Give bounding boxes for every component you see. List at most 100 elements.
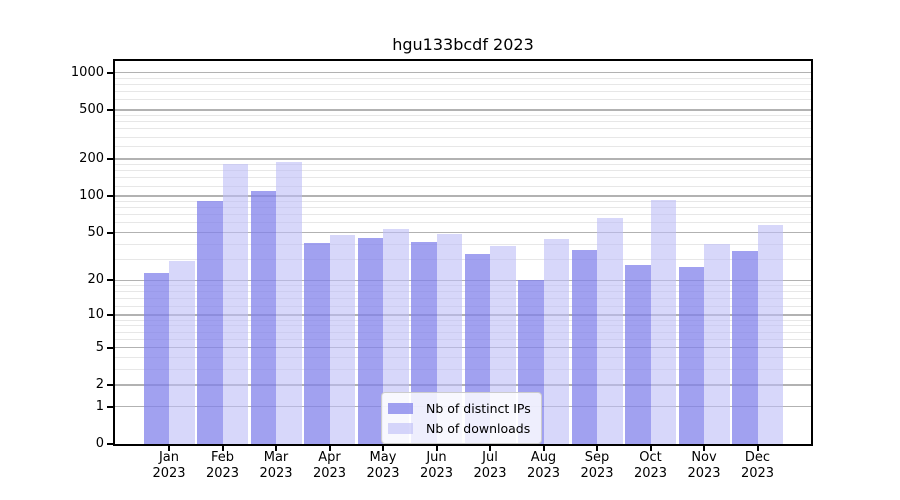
legend-label-downloads: Nb of downloads [426, 420, 531, 436]
gridline-minor [115, 163, 811, 165]
gridline-minor [115, 114, 811, 116]
x-tick-year: 2023 [152, 466, 186, 481]
gridline-minor [115, 331, 811, 333]
gridline-major [115, 231, 811, 234]
y-tick-label: 1000 [70, 64, 104, 80]
x-tick-mark [649, 446, 652, 451]
x-tick-label: Sep 2023 [565, 450, 629, 482]
gridline-minor [115, 146, 811, 148]
y-tick-mark [107, 383, 113, 386]
legend-item-downloads: Nb of downloads [388, 418, 531, 438]
y-tick-label: 5 [95, 339, 104, 355]
gridline-minor [115, 305, 811, 307]
x-tick-year: 2023 [740, 466, 775, 481]
x-tick-label: Jul 2023 [458, 450, 522, 482]
x-tick-year: 2023 [366, 466, 400, 481]
x-tick-year: 2023 [687, 466, 721, 481]
gridline-minor [115, 177, 811, 179]
legend-item-distinct-ips: Nb of distinct IPs [388, 398, 531, 418]
bar-distinct-ips-feb [197, 200, 223, 444]
x-tick-year: 2023 [633, 466, 668, 481]
gridline-minor [115, 99, 811, 101]
bar-distinct-ips-nov [678, 266, 704, 444]
gridline-minor [115, 356, 811, 358]
gridline-minor [115, 319, 811, 321]
x-tick-mark [382, 446, 384, 451]
gridline-minor [115, 91, 811, 93]
gridline-minor [115, 84, 811, 86]
gridline-minor [115, 285, 811, 287]
y-tick-mark [107, 231, 113, 234]
x-tick-year: 2023 [419, 466, 454, 481]
x-tick-label: Nov 2023 [672, 450, 736, 482]
bar-downloads-dec [757, 224, 783, 444]
gridline-minor [115, 128, 811, 130]
y-tick-label: 100 [79, 187, 104, 203]
x-tick-month: Oct [639, 450, 662, 465]
x-tick-label: Mar 2023 [244, 450, 308, 482]
axis-spine-top [113, 59, 813, 61]
bar-downloads-aug [543, 239, 569, 444]
gridline-major [115, 314, 811, 316]
x-tick-year: 2023 [312, 466, 347, 481]
gridline-minor [115, 77, 811, 79]
x-tick-year: 2023 [473, 466, 507, 481]
y-tick-label: 500 [79, 101, 104, 117]
x-tick-month: Sep [584, 450, 610, 465]
x-tick-label: Apr 2023 [298, 450, 362, 482]
bar-downloads-jan [169, 261, 195, 444]
x-tick-mark [489, 446, 491, 451]
gridline-minor [115, 325, 811, 327]
gridline-minor [115, 243, 811, 245]
legend-label-distinct-ips: Nb of distinct IPs [426, 400, 531, 416]
bar-downloads-sep [597, 217, 623, 444]
y-tick-label: 2 [95, 376, 104, 392]
x-tick-mark [596, 446, 598, 451]
x-tick-year: 2023 [526, 466, 561, 481]
x-tick-month: Nov [691, 450, 717, 465]
gridline-minor [115, 338, 811, 340]
gridline-major [115, 71, 811, 74]
bar-downloads-mar [276, 161, 302, 444]
gridline-major [115, 158, 811, 160]
bar-distinct-ips-apr [304, 243, 330, 444]
axis-spine-left [113, 59, 115, 446]
axis-spine-right [811, 59, 813, 446]
gridline-minor [115, 121, 811, 123]
bar-distinct-ips-jan [143, 273, 169, 444]
gridline-minor [115, 258, 811, 260]
gridline-minor [115, 200, 811, 202]
gridline-major [115, 109, 811, 111]
bar-downloads-feb [222, 163, 248, 444]
y-tick-label: 0 [95, 436, 104, 451]
x-tick-month: May [369, 450, 397, 465]
plot-area [115, 61, 811, 444]
x-tick-label: Dec 2023 [726, 450, 790, 482]
y-tick-mark [107, 194, 113, 197]
gridline-minor [115, 222, 811, 224]
x-tick-mark [221, 446, 224, 451]
x-tick-mark [756, 446, 759, 451]
y-tick-mark [107, 157, 113, 160]
x-tick-month: Feb [210, 450, 235, 465]
y-tick-label: 1 [95, 398, 104, 414]
y-tick-mark [107, 279, 113, 282]
y-tick-label: 200 [79, 150, 104, 166]
bar-distinct-ips-mar [250, 190, 276, 444]
gridline-major [115, 279, 811, 282]
x-tick-label: Feb 2023 [191, 450, 255, 482]
bar-downloads-apr [329, 234, 355, 444]
x-tick-label: Jan 2023 [137, 450, 201, 482]
y-tick-label: 10 [87, 307, 104, 323]
x-tick-mark [703, 446, 705, 451]
bar-downloads-nov [704, 244, 730, 444]
gridline-major [115, 195, 811, 197]
bar-distinct-ips-sep [571, 249, 597, 444]
axis-spine-bottom [113, 444, 813, 446]
y-tick-mark [107, 405, 113, 408]
gridline-minor [115, 207, 811, 209]
legend-swatch-downloads [388, 422, 413, 434]
y-tick-label: 50 [87, 224, 104, 240]
x-tick-label: Jun 2023 [405, 450, 469, 482]
y-tick-mark [107, 71, 113, 74]
